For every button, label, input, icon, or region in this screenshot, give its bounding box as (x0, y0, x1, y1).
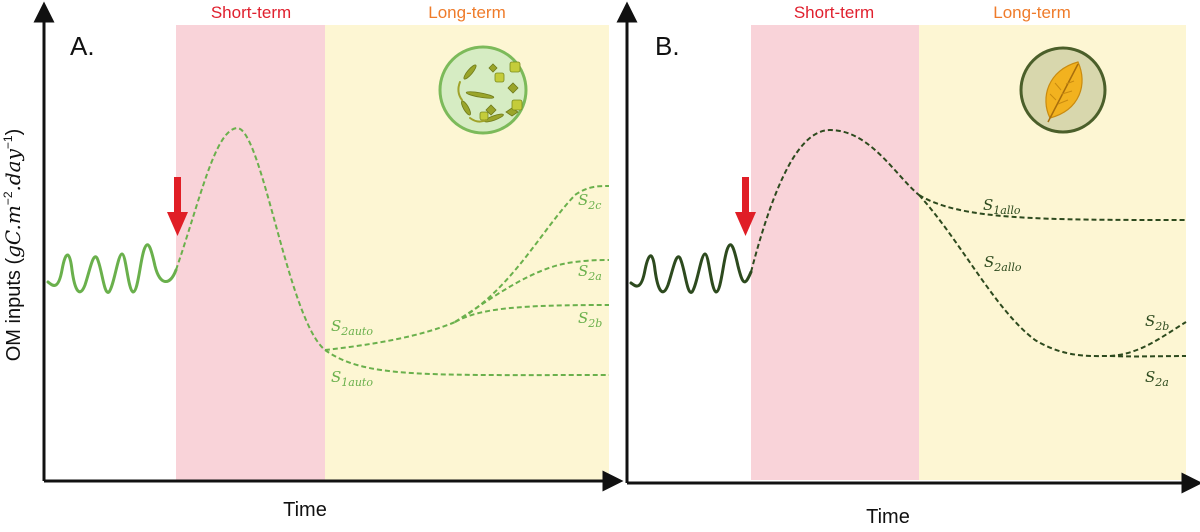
x-axis-label-b: Time (866, 506, 910, 528)
s2a-label-b: S2a (1145, 368, 1169, 389)
baseline-oscillation-a (46, 243, 178, 294)
panel-letter-a: A. (70, 31, 95, 61)
s2b-curve-b (1109, 321, 1187, 357)
x-axis-label-a: Time (283, 499, 327, 521)
short-term-region-a (176, 25, 325, 480)
disturbance-arrow-b (735, 177, 756, 236)
s2auto-curve (324, 321, 456, 351)
short-term-region-b (751, 25, 919, 480)
s1auto-curve (324, 349, 610, 377)
s2c-label: S2c (578, 191, 601, 212)
short-term-label-a: Short-term (211, 3, 291, 22)
panel-b: Short-term Long-term B. Time S1allo S2al… (616, 1, 1200, 528)
panel-a: Short-term Long-term A. Time OM inputs (… (1, 1, 624, 521)
pulse-curve-b (750, 128, 920, 273)
disturbance-arrow-a (167, 177, 188, 236)
s2auto-label: S2auto (331, 317, 373, 338)
baseline-oscillation-b (629, 243, 753, 294)
s1allo-label: S1allo (983, 196, 1021, 217)
s2a-label-a: S2a (578, 262, 602, 283)
short-term-label-b: Short-term (794, 3, 874, 22)
long-term-label-b: Long-term (993, 3, 1070, 22)
s2allo-curve (918, 194, 1111, 358)
s2a-curve (454, 259, 610, 323)
y-axis-label: OM inputs (gC.m−2.day−1) (1, 129, 25, 362)
s1allo-curve (918, 194, 1187, 221)
leaf-circle-icon (1019, 46, 1107, 134)
s2allo-label: S2allo (984, 253, 1022, 274)
s1auto-label: S1auto (331, 368, 373, 389)
s2b-label-a: S2b (578, 309, 602, 330)
s2b-label-b: S2b (1145, 312, 1169, 333)
long-term-label-a: Long-term (428, 3, 505, 22)
s2c-curve (454, 185, 610, 323)
panel-letter-b: B. (655, 31, 680, 61)
phytoplankton-circle-icon (438, 45, 528, 135)
pulse-curve-a (175, 126, 326, 351)
s2b-curve (454, 304, 610, 323)
